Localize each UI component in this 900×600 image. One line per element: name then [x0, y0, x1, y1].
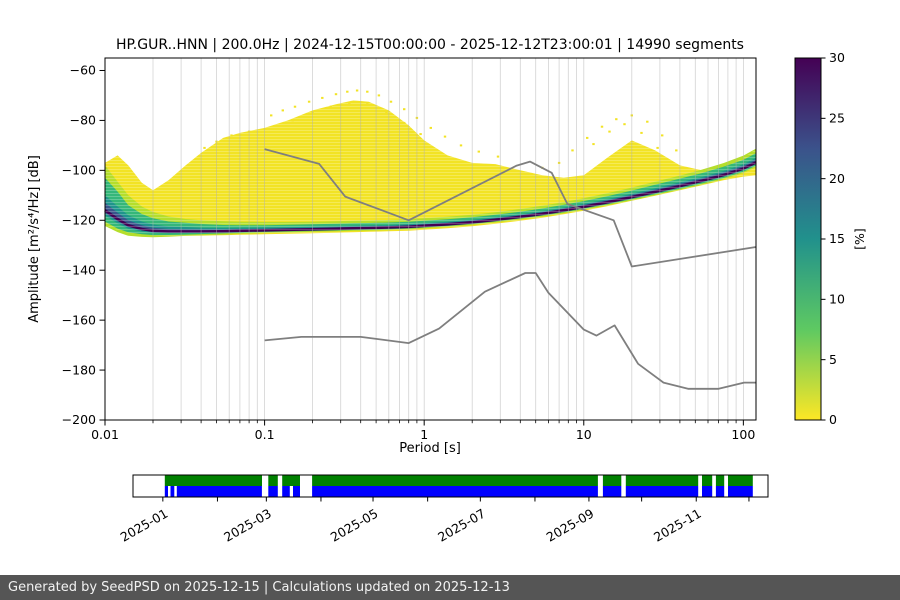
histogram-speckle	[389, 100, 393, 103]
histogram-speckle	[586, 136, 589, 139]
axes-frame	[104, 57, 757, 421]
availability-segment-blue	[728, 486, 753, 497]
y-tick-label: −100	[62, 163, 96, 178]
noise-model-low-line	[264, 272, 756, 390]
availability-segment-green	[312, 475, 598, 486]
histogram-speckle	[600, 125, 604, 128]
histogram-speckle	[321, 96, 324, 99]
availability-segment-green	[728, 475, 753, 486]
plot-title: HP.GUR..HNN | 200.0Hz | 2024-12-15T00:00…	[116, 37, 744, 53]
timeline-date-label: 2025-05	[328, 506, 381, 545]
histogram-speckle	[329, 105, 332, 108]
histogram-speckle	[403, 121, 406, 124]
x-tick-label: 10	[576, 427, 592, 442]
histogram-speckle	[477, 150, 480, 153]
histogram-speckle	[334, 93, 338, 96]
histogram-speckle	[571, 149, 574, 152]
colorbar-tick-label: 5	[829, 352, 837, 367]
availability-segment-green	[282, 475, 300, 486]
histogram-speckle	[608, 130, 611, 133]
y-axis-label: Amplitude [m²/s⁴/Hz] [dB]	[27, 155, 42, 323]
timeline-date-label: 2025-03	[221, 506, 274, 545]
histogram-speckle	[346, 90, 349, 93]
availability-segment-green	[625, 475, 699, 486]
colorbar	[795, 58, 821, 420]
noise-model-high-line	[264, 148, 757, 268]
histogram-speckle	[270, 114, 273, 117]
histogram-speckle	[459, 144, 463, 147]
timeline-date-label: 2025-11	[651, 506, 704, 545]
colorbar-tick-label: 30	[829, 50, 845, 65]
histogram-speckle	[661, 134, 664, 137]
colorbar-tick-label: 15	[829, 231, 845, 246]
histogram-speckle	[403, 108, 406, 111]
histogram-speckle	[656, 146, 659, 149]
availability-segment-green	[602, 475, 622, 486]
plot-layers: 0.01 0.1 1 10 100−60−80−100−120−140−160−180−…	[62, 50, 845, 545]
y-tick-label: −140	[62, 262, 96, 277]
y-tick-label: −120	[62, 212, 96, 227]
y-tick-label: −60	[70, 63, 96, 78]
availability-segment-blue	[625, 486, 699, 497]
availability-segment-blue	[282, 486, 290, 497]
availability-segment-blue	[176, 486, 262, 497]
histogram-speckle	[355, 89, 359, 92]
availability-segment-green	[268, 475, 278, 486]
availability-segment-blue	[268, 486, 278, 497]
histogram-speckle	[291, 119, 294, 122]
y-tick-label: −180	[62, 362, 96, 377]
histogram-speckle	[640, 131, 643, 134]
histogram-speckle	[443, 135, 447, 138]
colorbar-tick-label: 25	[829, 111, 845, 126]
timeline-date-label: 2025-09	[544, 506, 597, 545]
histogram-speckle	[230, 134, 233, 137]
availability-segment-blue	[702, 486, 713, 497]
histogram-speckle	[348, 101, 351, 104]
histogram-speckle	[592, 143, 595, 146]
availability-segment-blue	[312, 486, 598, 497]
timeline-date-label: 2025-07	[435, 506, 488, 545]
colorbar-tick-label: 20	[829, 171, 845, 186]
histogram-speckle	[385, 111, 388, 114]
availability-segment-blue	[602, 486, 622, 497]
x-axis-label: Period [s]	[399, 441, 461, 456]
timeline-frame	[132, 474, 769, 498]
y-tick-label: −80	[70, 113, 96, 128]
histogram-speckle	[281, 109, 284, 112]
histogram-speckle	[419, 133, 422, 136]
colorbar-tick-label: 0	[829, 412, 837, 427]
histogram-speckle	[623, 123, 626, 126]
histogram-speckle	[615, 118, 618, 121]
availability-segment-blue	[293, 486, 300, 497]
histogram-speckle	[203, 146, 206, 149]
histogram-speckle	[293, 105, 297, 108]
x-tick-label: 0.1	[255, 427, 275, 442]
availability-segment-green	[702, 475, 713, 486]
availability-segment-blue	[170, 486, 175, 497]
histogram-speckle	[646, 120, 649, 123]
histogram-speckle	[377, 94, 381, 97]
colorbar-label: [%]	[852, 228, 867, 250]
colorbar-tick-label: 10	[829, 292, 845, 307]
availability-segment-blue	[164, 486, 168, 497]
x-tick-label: 0.01	[91, 427, 119, 442]
timeline-date-label: 2025-01	[118, 506, 171, 545]
histogram-streaks	[105, 100, 756, 236]
availability-segment-blue	[715, 486, 725, 497]
histogram-speckle	[307, 100, 311, 103]
histogram-speckle	[366, 90, 369, 93]
histogram-speckle	[366, 103, 369, 106]
footer-status-bar: Generated by SeedPSD on 2025-12-15 | Cal…	[0, 575, 900, 600]
ppsd-figure: 0.01 0.1 1 10 100−60−80−100−120−140−160−180−…	[27, 37, 867, 545]
histogram-speckle	[429, 126, 432, 129]
x-tick-label: 1	[420, 427, 428, 442]
y-tick-label: −160	[62, 312, 96, 327]
x-tick-label: 100	[731, 427, 755, 442]
y-tick-label: −200	[62, 412, 96, 427]
histogram-speckle	[675, 149, 678, 152]
availability-segment-green	[164, 475, 262, 486]
histogram-speckle	[496, 155, 500, 158]
availability-segment-green	[715, 475, 725, 486]
